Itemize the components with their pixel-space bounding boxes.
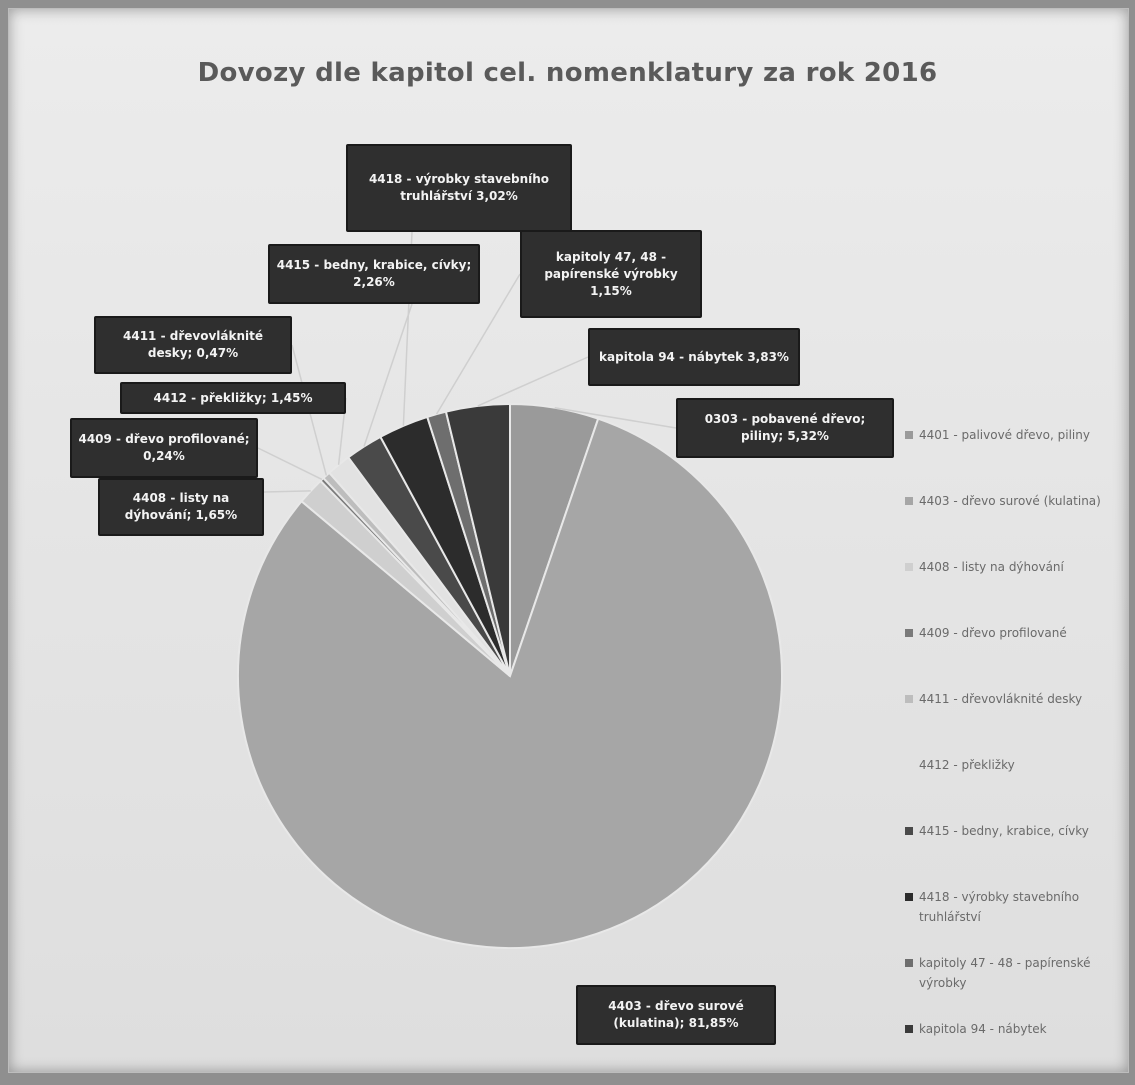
legend-swatch [905, 695, 913, 703]
legend-item: 4408 - listy na dýhování [905, 557, 1130, 623]
legend-label: 4403 - dřevo surové (kulatina) [919, 494, 1101, 508]
legend-swatch [905, 959, 913, 967]
legend-item: kapitoly 47 - 48 - papírenské výrobky [905, 953, 1130, 1019]
legend-swatch [905, 431, 913, 439]
legend-item: kapitola 94 - nábytek [905, 1019, 1130, 1085]
label-4415: 4415 - bedny, krabice, cívky; 2,26% [268, 244, 480, 304]
legend-label: 4415 - bedny, krabice, cívky [919, 824, 1089, 838]
legend-swatch [905, 497, 913, 505]
legend-label: 4408 - listy na dýhování [919, 560, 1064, 574]
legend-item: 4418 - výrobky stavebního truhlářství [905, 887, 1130, 953]
legend-label: 4409 - dřevo profilované [919, 626, 1067, 640]
legend-label: 4401 - palivové dřevo, piliny [919, 428, 1090, 442]
label-4408: 4408 - listy na dýhování; 1,65% [98, 478, 264, 536]
legend-swatch [905, 629, 913, 637]
legend-label: kapitola 94 - nábytek [919, 1022, 1047, 1036]
label-4412: 4412 - překližky; 1,45% [120, 382, 346, 414]
legend-label: 4412 - překližky [919, 758, 1015, 772]
legend-swatch [905, 563, 913, 571]
legend-item: 4401 - palivové dřevo, piliny [905, 425, 1130, 491]
legend-swatch [905, 1025, 913, 1033]
label-4418: 4418 - výrobky stavebního truhlářství 3,… [346, 144, 572, 232]
legend-label: kapitoly 47 - 48 - papírenské výrobky [919, 956, 1091, 990]
legend-item: 4412 - překližky [905, 755, 1130, 821]
pie-slice [237, 417, 783, 949]
legend-item: 4415 - bedny, krabice, cívky [905, 821, 1130, 887]
leader-line [477, 356, 589, 407]
leader-line [435, 273, 521, 415]
leader-line [554, 406, 677, 429]
leader-line [363, 303, 413, 447]
legend-swatch [905, 893, 913, 901]
legend-swatch [905, 761, 913, 769]
label-4409: 4409 - dřevo profilované; 0,24% [70, 418, 258, 478]
label-4411: 4411 - dřevovláknité desky; 0,47% [94, 316, 292, 374]
legend-item: 4409 - dřevo profilované [905, 623, 1130, 689]
legend-item: 4411 - dřevovláknité desky [905, 689, 1130, 755]
legend: 4401 - palivové dřevo, piliny 4403 - dře… [905, 425, 1130, 1085]
label-4401: 0303 - pobavené dřevo; piliny; 5,32% [676, 398, 894, 458]
legend-label: 4418 - výrobky stavebního truhlářství [919, 890, 1080, 924]
label-kap-94: kapitola 94 - nábytek 3,83% [588, 328, 800, 386]
chart-title: Dovozy dle kapitol cel. nomenklatury za … [197, 58, 938, 88]
leader-line [263, 490, 311, 493]
label-kap-47-48: kapitoly 47, 48 - papírenské výrobky 1,1… [520, 230, 702, 318]
legend-item: 4403 - dřevo surové (kulatina) [905, 491, 1130, 557]
pie-slice [444, 402, 511, 677]
legend-label: 4411 - dřevovláknité desky [919, 692, 1083, 706]
legend-swatch [905, 827, 913, 835]
leader-line [257, 447, 323, 481]
label-4403: 4403 - dřevo surové (kulatina); 81,85% [576, 985, 776, 1045]
